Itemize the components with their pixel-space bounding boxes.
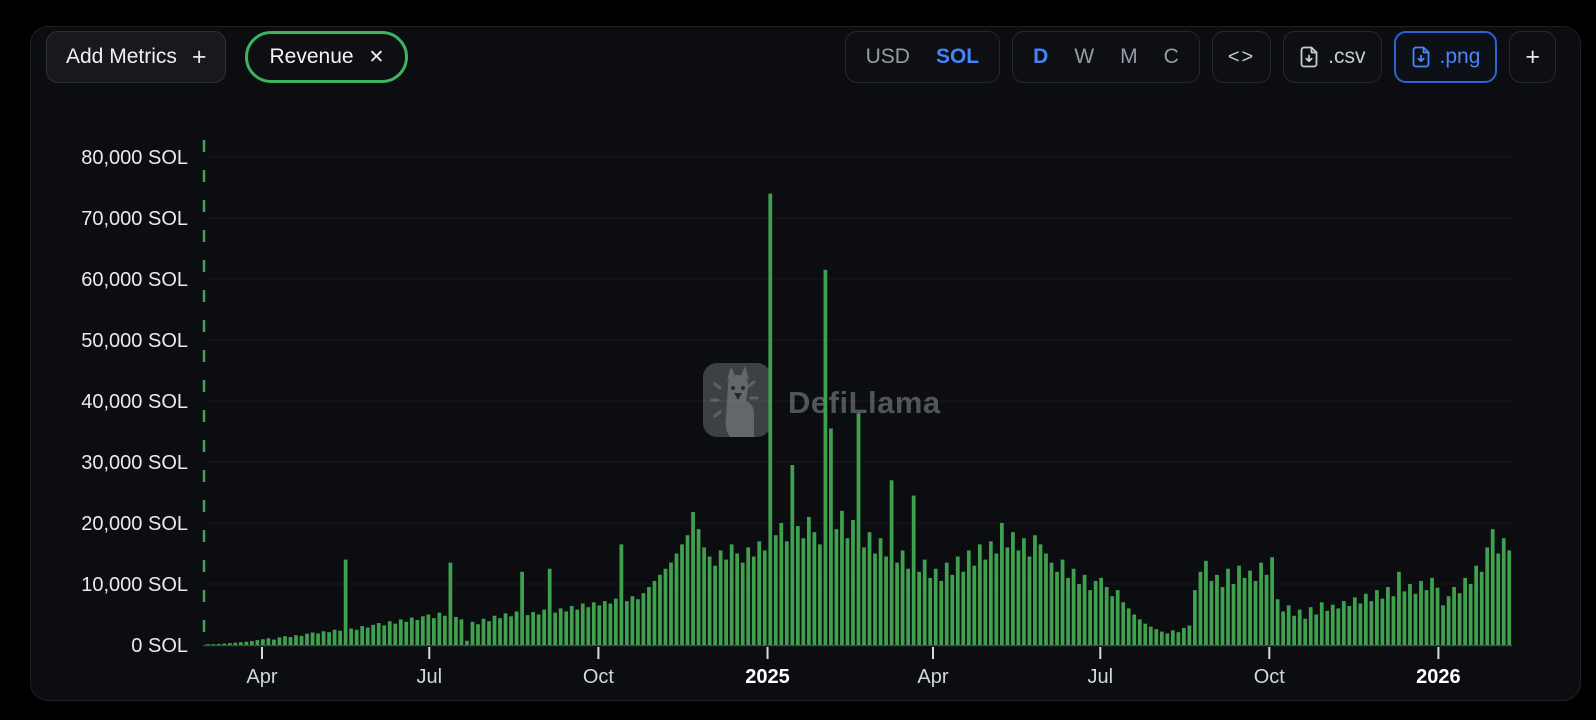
svg-text:Oct: Oct [583,666,615,688]
add-metrics-button[interactable]: Add Metrics + [46,31,227,83]
add-metrics-label: Add Metrics [66,45,177,68]
interval-option-daily[interactable]: D [1033,45,1049,68]
watermark-label: DefiLlama [788,384,941,420]
svg-text:60,000 SOL: 60,000 SOL [81,269,188,291]
interval-option-cumulative[interactable]: C [1163,45,1179,68]
svg-text:40,000 SOL: 40,000 SOL [81,391,188,413]
svg-text:30,000 SOL: 30,000 SOL [81,452,188,474]
interval-toggle: D W M C [1012,31,1200,83]
svg-text:50,000 SOL: 50,000 SOL [81,330,188,352]
svg-text:20,000 SOL: 20,000 SOL [81,513,188,535]
svg-text:2026: 2026 [1416,666,1461,688]
download-file-icon [1411,46,1431,68]
toolbar-right: USD SOL D W M C <> .csv [844,31,1556,83]
close-icon[interactable]: ✕ [368,46,385,68]
add-chart-button[interactable]: + [1509,31,1556,83]
toolbar-left: Add Metrics + Revenue ✕ [46,31,409,83]
png-download-button[interactable]: .png [1393,31,1498,83]
currency-option-usd[interactable]: USD [865,45,910,68]
metric-pill-label: Revenue [269,45,354,68]
svg-text:Jul: Jul [416,666,442,688]
metric-pill-revenue[interactable]: Revenue ✕ [245,31,409,83]
svg-text:Jul: Jul [1088,666,1114,688]
chart-toolbar: Add Metrics + Revenue ✕ USD SOL D W M C … [46,31,1556,83]
png-label: .png [1439,45,1481,68]
svg-text:70,000 SOL: 70,000 SOL [81,208,188,230]
svg-text:Apr: Apr [917,666,948,688]
code-icon: <> [1227,45,1256,68]
plus-icon: + [1525,42,1540,71]
interval-option-monthly[interactable]: M [1120,45,1138,68]
defillama-watermark: DefiLlama [703,361,941,444]
csv-label: .csv [1328,45,1366,68]
currency-option-sol[interactable]: SOL [935,45,980,68]
svg-text:80,000 SOL: 80,000 SOL [81,147,188,169]
download-file-icon [1299,46,1319,68]
defillama-llama-icon [703,361,771,444]
chart-panel [30,26,1581,701]
svg-text:10,000 SOL: 10,000 SOL [81,574,188,596]
svg-text:Apr: Apr [246,666,277,688]
embed-code-button[interactable]: <> [1211,31,1272,83]
plus-icon: + [191,42,207,71]
currency-toggle: USD SOL [844,31,1001,83]
svg-text:Oct: Oct [1254,666,1286,688]
svg-text:0 SOL: 0 SOL [131,635,188,657]
csv-download-button[interactable]: .csv [1283,31,1382,83]
interval-option-weekly[interactable]: W [1074,45,1095,68]
svg-text:2025: 2025 [745,666,790,688]
